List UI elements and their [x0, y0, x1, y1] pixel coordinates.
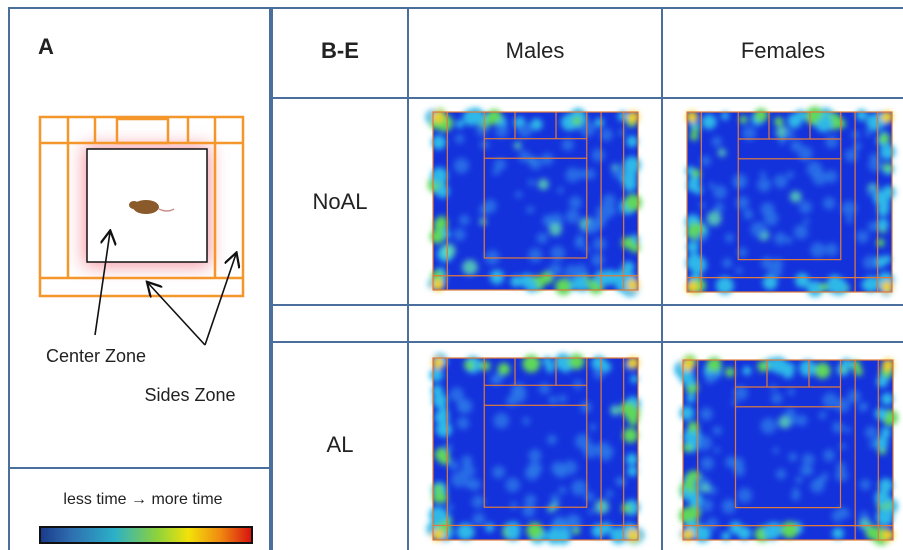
column-header: Males [506, 38, 565, 63]
heatmap [674, 355, 898, 545]
column-header: Females [741, 38, 825, 63]
colorbar [40, 527, 252, 543]
arena-diagram [40, 117, 243, 345]
center-zone-label: Center Zone [46, 346, 146, 366]
heatmap [685, 107, 895, 297]
heatmap [427, 353, 645, 544]
colorbar-caption: less time → more time [63, 491, 222, 508]
row-header: AL [327, 432, 354, 457]
sides-zone-label: Sides Zone [144, 385, 235, 405]
row-header: NoAL [312, 189, 367, 214]
panel-label: A [38, 34, 54, 59]
heatmap [426, 108, 642, 297]
table-corner: B-E [321, 38, 359, 63]
figure: A Center Zone Sides Zone less time → mor… [0, 0, 903, 550]
figure-canvas: A Center Zone Sides Zone less time → mor… [0, 0, 903, 550]
